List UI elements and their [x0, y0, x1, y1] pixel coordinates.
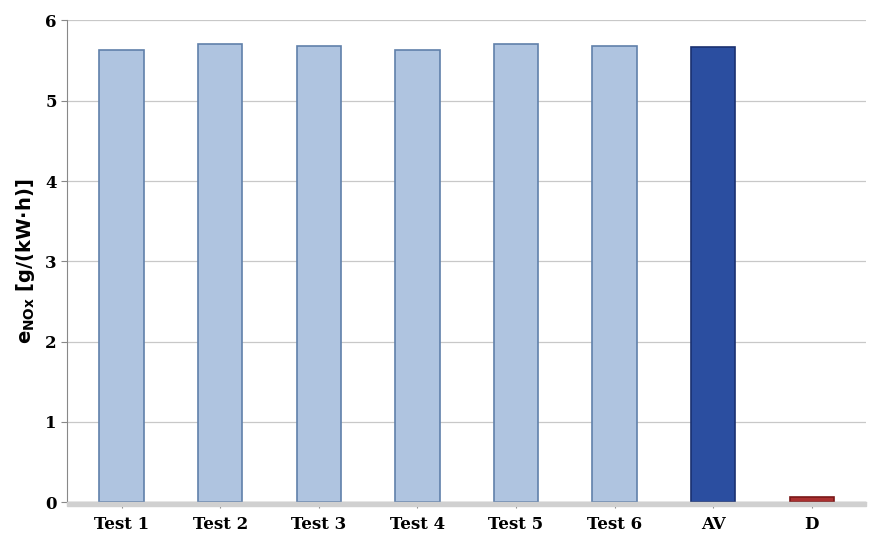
- Bar: [691, 47, 736, 502]
- Bar: [494, 44, 539, 502]
- Bar: [789, 497, 834, 502]
- Bar: [592, 46, 637, 502]
- Bar: [99, 50, 143, 502]
- Bar: [297, 46, 341, 502]
- Bar: [395, 50, 440, 502]
- Bar: [198, 44, 242, 502]
- Y-axis label: $\mathbf{e_{NOx}}$ $\mathbf{[g/(kW{\cdot}h)]}$: $\mathbf{e_{NOx}}$ $\mathbf{[g/(kW{\cdot…: [14, 178, 37, 344]
